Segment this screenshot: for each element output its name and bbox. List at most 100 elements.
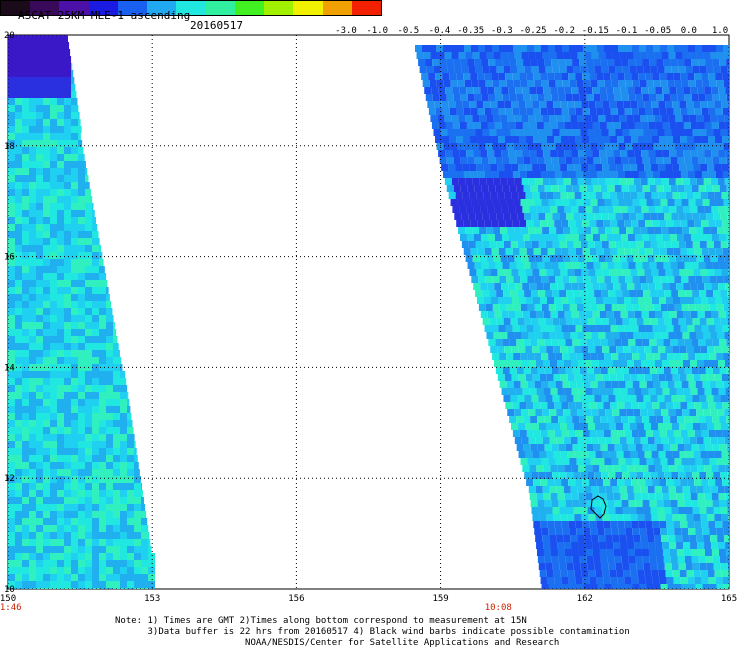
swath-cell	[585, 360, 592, 367]
swath-cell	[562, 528, 570, 535]
swath-cell	[472, 227, 480, 234]
swath-cell	[680, 325, 688, 332]
swath-cell	[637, 346, 645, 353]
swath-cell	[64, 371, 71, 378]
swath-cell	[511, 269, 519, 276]
swath-cell	[526, 136, 534, 143]
swath-cell	[127, 504, 134, 511]
swath-cell	[99, 287, 106, 294]
swath-cell	[148, 532, 150, 539]
swath-cell	[92, 497, 99, 504]
swath-cell	[446, 157, 454, 164]
swath-cell	[662, 87, 670, 94]
swath-cell	[575, 73, 583, 80]
swath-cell	[506, 304, 514, 311]
swath-cell	[614, 339, 622, 346]
swath-cell	[64, 364, 71, 371]
swath-cell	[718, 465, 726, 472]
swath-cell	[606, 87, 614, 94]
swath-cell	[113, 539, 120, 546]
swath-cell	[106, 525, 113, 532]
swath-cell	[577, 535, 585, 542]
swath-cell	[672, 514, 680, 521]
swath-cell	[665, 269, 673, 276]
swath-cell	[702, 199, 710, 206]
swath-cell	[535, 255, 543, 262]
swath-cell	[505, 325, 513, 332]
swath-cell	[444, 52, 452, 59]
swath-cell	[671, 290, 679, 297]
swath-cell	[724, 332, 729, 339]
swath-cell	[134, 448, 137, 455]
swath-cell	[553, 192, 561, 199]
swath-cell	[452, 150, 460, 157]
swath-cell	[577, 486, 585, 493]
swath-cell	[722, 521, 729, 528]
swath-cell	[530, 416, 538, 423]
swath-cell	[655, 465, 663, 472]
swath-cell	[22, 119, 29, 126]
swath-cell	[674, 45, 681, 52]
swath-cell	[577, 409, 585, 416]
swath-cell	[611, 528, 619, 535]
swath-cell	[521, 178, 529, 185]
swath-cell	[43, 560, 50, 567]
swath-cell	[572, 262, 580, 269]
swath-cell	[22, 315, 29, 322]
swath-cell	[715, 108, 723, 115]
swath-cell	[636, 241, 644, 248]
swath-cell	[669, 493, 677, 500]
swath-cell	[584, 227, 592, 234]
swath-cell	[659, 73, 667, 80]
swath-cell	[526, 73, 534, 80]
swath-cell	[559, 290, 567, 297]
swath-cell	[578, 388, 586, 395]
swath-cell	[669, 87, 677, 94]
swath-cell	[634, 87, 642, 94]
swath-cell	[8, 329, 15, 336]
swath-cell	[721, 101, 729, 108]
swath-cell	[680, 402, 688, 409]
swath-cell	[587, 507, 595, 514]
swath-cell	[602, 451, 610, 458]
swath-cell	[690, 283, 698, 290]
swath-cell	[724, 115, 729, 122]
swath-cell	[649, 556, 657, 563]
swath-cell	[617, 136, 625, 143]
swath-cell	[559, 395, 567, 402]
swath-cell	[690, 465, 698, 472]
swath-cell	[599, 549, 607, 556]
swath-cell	[99, 448, 106, 455]
swath-cell	[549, 227, 557, 234]
swath-cell	[120, 420, 127, 427]
swath-cell	[493, 178, 501, 185]
swath-cell	[602, 297, 610, 304]
swath-cell	[567, 297, 575, 304]
swath-cell	[581, 451, 589, 458]
swath-cell	[554, 325, 562, 332]
swath-cell	[496, 213, 504, 220]
swath-cell	[630, 192, 638, 199]
swath-cell	[50, 413, 57, 420]
swath-cell	[78, 385, 85, 392]
swath-cell	[586, 157, 594, 164]
swath-cell	[499, 276, 507, 283]
swath-cell	[57, 77, 64, 84]
swath-cell	[677, 262, 685, 269]
swath-cell	[685, 563, 693, 570]
swath-cell	[430, 115, 438, 122]
swath-cell	[529, 465, 537, 472]
swath-cell	[514, 115, 522, 122]
swath-cell	[687, 325, 695, 332]
swath-cell	[540, 108, 548, 115]
swath-cell	[64, 238, 71, 245]
swath-cell	[481, 262, 489, 269]
swath-cell	[541, 353, 549, 360]
swath-cell	[605, 255, 613, 262]
swath-cell	[693, 451, 701, 458]
swath-cell	[634, 150, 642, 157]
swath-cell	[598, 255, 606, 262]
swath-cell	[505, 73, 513, 80]
swath-cell	[8, 273, 15, 280]
swath-cell	[99, 560, 106, 567]
